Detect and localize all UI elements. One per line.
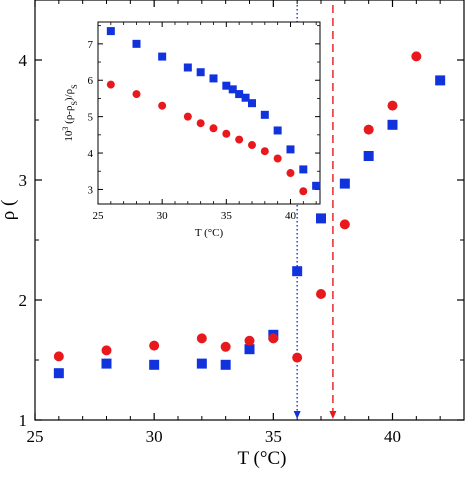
- inset-square-point: [235, 90, 244, 99]
- vertical-marker-arrowhead: [329, 411, 337, 419]
- inset-square-point: [286, 145, 295, 154]
- inset-circle-point: [235, 135, 244, 144]
- main-circle-point: [244, 335, 255, 346]
- inset-y-label-part-e: )/ρ: [63, 88, 75, 101]
- main-square-point: [339, 178, 350, 189]
- main-square-point: [149, 359, 160, 370]
- inset-square-point: [196, 68, 205, 77]
- main-square-point: [244, 344, 255, 355]
- main-x-tick-label: 35: [265, 427, 282, 446]
- main-circle-point: [292, 352, 303, 363]
- main-vlines: [293, 5, 337, 419]
- main-ticks: [34, 0, 465, 421]
- main-square-point: [196, 358, 207, 369]
- main-y-axis-label: ρ (: [0, 200, 19, 221]
- inset-y-label-part-d: S: [70, 101, 79, 105]
- inset-square-point: [299, 165, 308, 174]
- main-circle-point: [53, 351, 64, 362]
- inset-x-tick-label: 25: [93, 210, 105, 222]
- main-square-point: [53, 368, 64, 379]
- main-circle-point: [387, 100, 398, 111]
- inset-y-tick-label: 7: [88, 39, 94, 51]
- main-y-tick-label: 4: [19, 51, 28, 70]
- main-x-axis-label: T (°C): [238, 448, 287, 469]
- main-y-tick-label: 2: [19, 291, 28, 310]
- inset-square-point: [222, 81, 231, 90]
- inset-ticklabels: 25 30 35 40 3 4 5 6 7: [88, 39, 297, 222]
- main-marks: [53, 51, 446, 379]
- main-square-point: [101, 358, 112, 369]
- inset-x-tick-label: 35: [221, 210, 233, 222]
- main-x-tick-label: 25: [27, 427, 44, 446]
- inset-marks: [106, 27, 321, 196]
- inset-y-tick-label: 4: [88, 148, 94, 160]
- main-square-point: [363, 151, 374, 161]
- main-square-point: [316, 213, 326, 224]
- main-y-tick-label: 1: [19, 411, 28, 430]
- inset-square-point: [132, 39, 141, 48]
- inset-y-tick-label: 6: [88, 75, 94, 87]
- inset-circle-point: [106, 80, 115, 89]
- inset-circle-point: [222, 129, 231, 138]
- main-y-tick-label: 3: [19, 171, 28, 190]
- main-circle-point: [101, 345, 112, 356]
- main-circle-point: [316, 289, 326, 299]
- inset-square-point: [158, 52, 167, 61]
- inset-circle-point: [286, 169, 295, 178]
- main-circle-point: [363, 124, 374, 135]
- main-circle-point: [149, 340, 160, 351]
- inset-x-tick-label: 40: [285, 210, 297, 222]
- main-circle-point: [196, 333, 207, 344]
- main-circle-point: [411, 51, 422, 62]
- inset-square-point: [312, 181, 321, 190]
- main-circle-point: [220, 341, 231, 352]
- inset-y-axis-label: 103 (ρ-ρS)/ρS: [61, 84, 79, 141]
- main-circle-point: [268, 333, 279, 344]
- inset-circle-point: [132, 90, 141, 99]
- inset-y-label-part-f: S: [70, 84, 79, 88]
- inset-circle-point: [273, 154, 282, 163]
- main-square-point: [387, 119, 398, 130]
- inset-plot-frame: [97, 21, 321, 205]
- inset-x-tick-label: 30: [157, 210, 169, 222]
- inset-square-point: [273, 126, 282, 135]
- inset-circle-point: [183, 112, 192, 121]
- inset-square-point: [183, 63, 192, 72]
- vertical-marker-arrowhead: [293, 411, 301, 419]
- inset-square-point: [260, 110, 269, 119]
- inset-background: [98, 22, 320, 204]
- inset-y-label-part-c: (ρ-ρ: [63, 105, 75, 127]
- inset-square-point: [228, 85, 237, 94]
- inset-circle-point: [209, 124, 218, 133]
- inset-y-tick-label: 3: [88, 184, 94, 196]
- main-square-point: [435, 75, 446, 86]
- inset-square-point: [241, 93, 250, 102]
- main-x-tick-label: 40: [384, 427, 401, 446]
- inset-circle-point: [158, 101, 167, 110]
- inset-y-label-part-b: 3: [61, 127, 70, 131]
- main-square-point: [292, 266, 303, 277]
- inset-square-point: [209, 74, 218, 83]
- inset-circle-point: [299, 187, 308, 196]
- inset-circle-point: [247, 141, 256, 150]
- inset-square-point: [106, 27, 115, 36]
- inset-ticks: [97, 22, 320, 204]
- main-square-point: [220, 359, 231, 370]
- inset-circle-point: [196, 119, 205, 128]
- main-circle-point: [339, 219, 350, 230]
- inset-circle-point: [260, 147, 269, 156]
- inset-y-label-part-a: 10: [63, 130, 75, 142]
- inset-x-axis-label: T (°C): [195, 227, 224, 239]
- inset-square-point: [247, 99, 256, 108]
- inset-y-tick-label: 5: [88, 112, 94, 124]
- main-x-tick-label: 30: [146, 427, 163, 446]
